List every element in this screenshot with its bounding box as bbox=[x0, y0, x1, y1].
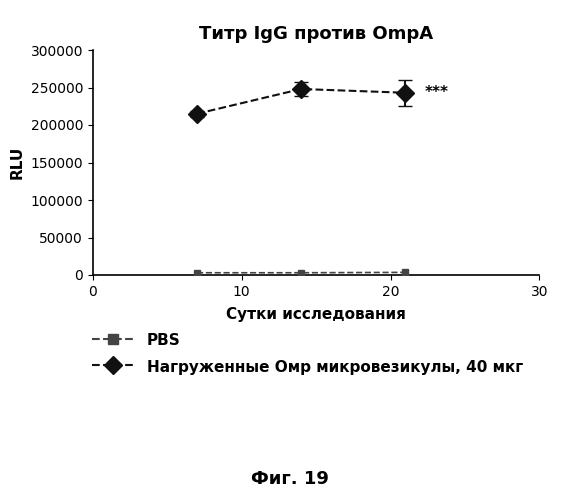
Y-axis label: RLU: RLU bbox=[10, 146, 25, 179]
Text: Фиг. 19: Фиг. 19 bbox=[251, 470, 329, 488]
Legend: PBS, Нагруженные Омр микровезикулы, 40 мкг: PBS, Нагруженные Омр микровезикулы, 40 м… bbox=[92, 332, 523, 375]
Text: ***: *** bbox=[425, 85, 449, 100]
X-axis label: Сутки исследования: Сутки исследования bbox=[226, 307, 406, 322]
Title: Титр IgG против OmpA: Титр IgG против OmpA bbox=[199, 25, 433, 43]
